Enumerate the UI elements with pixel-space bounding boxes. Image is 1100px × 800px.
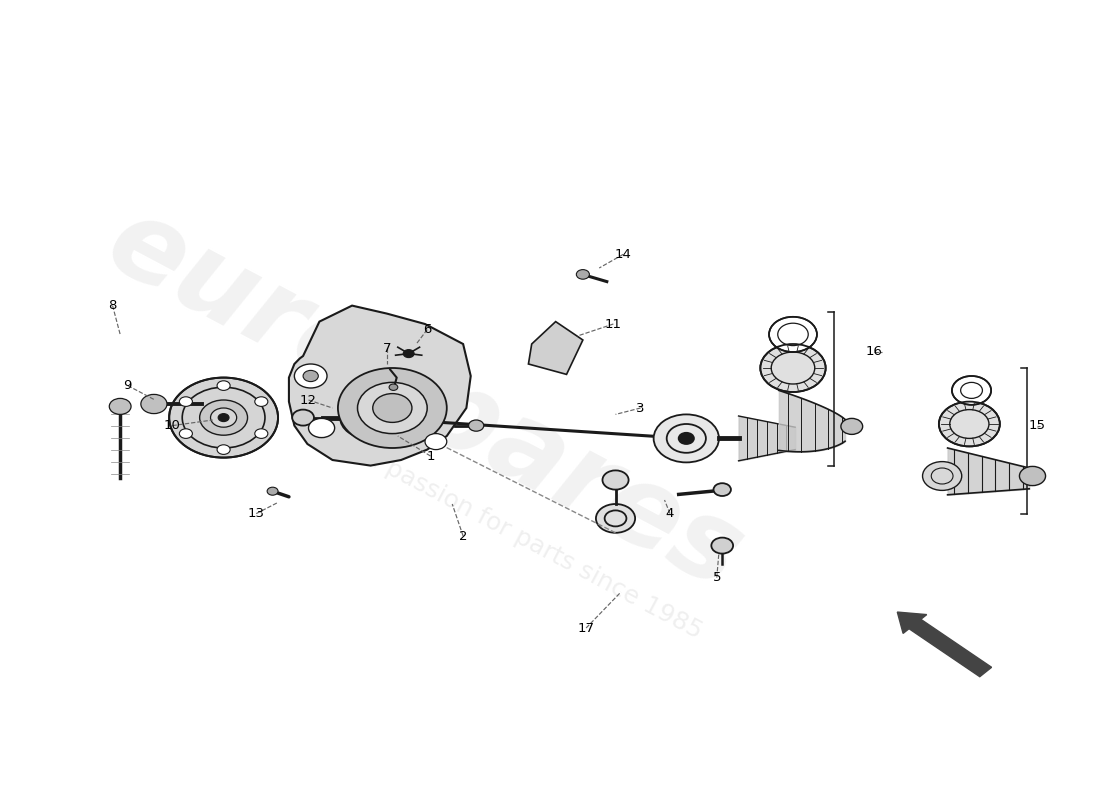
Circle shape — [712, 538, 733, 554]
Circle shape — [469, 420, 484, 431]
Circle shape — [939, 402, 1000, 446]
Text: 6: 6 — [424, 323, 431, 336]
Circle shape — [338, 368, 447, 448]
Text: 16: 16 — [865, 346, 882, 358]
Circle shape — [109, 398, 131, 414]
Circle shape — [267, 487, 278, 495]
Circle shape — [760, 344, 826, 392]
Circle shape — [141, 394, 167, 414]
Circle shape — [308, 418, 334, 438]
Circle shape — [210, 408, 236, 427]
Circle shape — [679, 433, 694, 444]
Text: 13: 13 — [248, 507, 265, 520]
Text: 1: 1 — [426, 450, 434, 462]
Text: 9: 9 — [123, 379, 132, 392]
Text: eurospares: eurospares — [90, 188, 760, 612]
Circle shape — [1020, 466, 1046, 486]
Text: 11: 11 — [605, 318, 621, 330]
Text: 12: 12 — [300, 394, 317, 406]
Circle shape — [179, 429, 192, 438]
Text: 5: 5 — [713, 571, 721, 584]
Circle shape — [596, 504, 635, 533]
Text: 10: 10 — [164, 419, 180, 432]
Circle shape — [840, 418, 862, 434]
Circle shape — [199, 400, 248, 435]
Circle shape — [952, 376, 991, 405]
Circle shape — [340, 397, 397, 438]
Circle shape — [425, 434, 447, 450]
Circle shape — [169, 378, 278, 458]
Circle shape — [404, 350, 414, 358]
Circle shape — [769, 317, 817, 352]
Circle shape — [295, 364, 327, 388]
Circle shape — [389, 384, 398, 390]
Text: 17: 17 — [578, 622, 595, 634]
Polygon shape — [528, 322, 583, 374]
Circle shape — [304, 370, 318, 382]
Circle shape — [373, 394, 411, 422]
Text: 15: 15 — [1028, 419, 1045, 432]
Circle shape — [293, 410, 314, 426]
Text: a passion for parts since 1985: a passion for parts since 1985 — [361, 445, 706, 643]
Polygon shape — [289, 306, 471, 466]
Circle shape — [362, 413, 375, 422]
Text: 8: 8 — [109, 299, 117, 312]
Text: 4: 4 — [666, 507, 674, 520]
Circle shape — [358, 382, 427, 434]
Circle shape — [179, 397, 192, 406]
Circle shape — [217, 381, 230, 390]
Circle shape — [714, 483, 730, 496]
Text: 2: 2 — [459, 530, 468, 542]
Circle shape — [923, 462, 961, 490]
FancyArrow shape — [898, 612, 991, 677]
Text: 3: 3 — [636, 402, 645, 414]
Text: 7: 7 — [383, 342, 392, 354]
Text: 14: 14 — [615, 248, 631, 261]
Circle shape — [603, 470, 628, 490]
Circle shape — [653, 414, 719, 462]
Circle shape — [217, 445, 230, 454]
Circle shape — [255, 397, 267, 406]
Circle shape — [255, 429, 267, 438]
Circle shape — [576, 270, 590, 279]
Circle shape — [218, 414, 229, 422]
